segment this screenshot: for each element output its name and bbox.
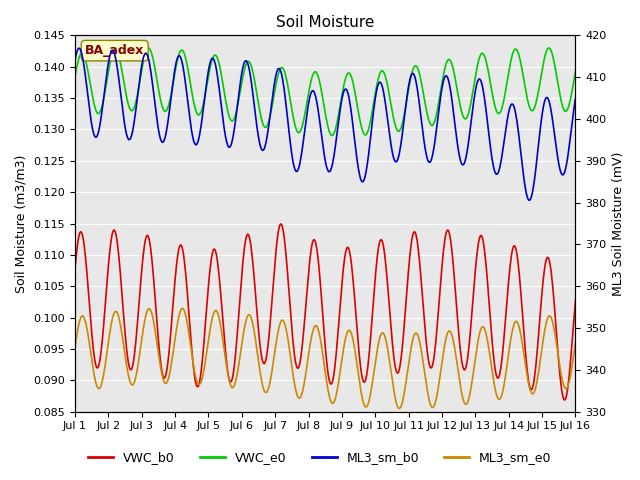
VWC_e0 — [328, 132, 336, 138]
ML3_sm_b0 — [525, 197, 533, 203]
Legend: VWC_b0, VWC_e0, ML3_sm_b0, ML3_sm_e0: VWC_b0, VWC_e0, ML3_sm_b0, ML3_sm_e0 — [83, 446, 557, 469]
VWC_b0 — [209, 249, 217, 254]
Title: Soil Moisture: Soil Moisture — [276, 15, 374, 30]
ML3_sm_b0 — [210, 56, 218, 62]
ML3_sm_e0 — [572, 339, 579, 345]
Y-axis label: Soil Moisture (m3/m3): Soil Moisture (m3/m3) — [15, 154, 28, 293]
Line: ML3_sm_e0: ML3_sm_e0 — [75, 308, 575, 408]
VWC_e0 — [80, 53, 88, 59]
ML3_sm_e0 — [387, 364, 394, 370]
VWC_e0 — [401, 108, 409, 114]
ML3_sm_b0 — [183, 94, 191, 99]
ML3_sm_e0 — [396, 406, 403, 411]
VWC_b0 — [80, 242, 88, 248]
VWC_b0 — [182, 278, 190, 284]
ML3_sm_b0 — [81, 68, 88, 74]
VWC_b0 — [561, 397, 568, 403]
VWC_b0 — [71, 266, 79, 272]
Line: VWC_e0: VWC_e0 — [75, 48, 575, 135]
ML3_sm_b0 — [76, 45, 83, 51]
ML3_sm_b0 — [132, 104, 140, 109]
VWC_b0 — [277, 221, 285, 227]
VWC_e0 — [182, 59, 190, 64]
Y-axis label: ML3 Soil Moisture (mV): ML3 Soil Moisture (mV) — [612, 151, 625, 296]
ML3_sm_e0 — [183, 319, 191, 325]
VWC_e0 — [132, 100, 140, 106]
VWC_e0 — [545, 45, 553, 51]
Line: VWC_b0: VWC_b0 — [75, 224, 575, 400]
VWC_b0 — [401, 313, 409, 319]
ML3_sm_e0 — [179, 305, 186, 311]
VWC_b0 — [572, 298, 579, 303]
VWC_e0 — [209, 55, 217, 60]
VWC_e0 — [71, 73, 79, 79]
VWC_e0 — [572, 69, 579, 74]
ML3_sm_e0 — [80, 315, 88, 321]
Line: ML3_sm_b0: ML3_sm_b0 — [75, 48, 575, 200]
VWC_e0 — [387, 98, 394, 104]
ML3_sm_e0 — [402, 382, 410, 387]
ML3_sm_e0 — [132, 375, 140, 381]
VWC_b0 — [387, 316, 394, 322]
ML3_sm_b0 — [71, 58, 79, 63]
ML3_sm_e0 — [71, 344, 79, 350]
ML3_sm_b0 — [572, 96, 579, 101]
VWC_b0 — [132, 341, 140, 347]
ML3_sm_e0 — [210, 311, 218, 316]
Text: BA_adex: BA_adex — [85, 44, 145, 57]
ML3_sm_b0 — [387, 137, 394, 143]
ML3_sm_b0 — [401, 110, 409, 116]
